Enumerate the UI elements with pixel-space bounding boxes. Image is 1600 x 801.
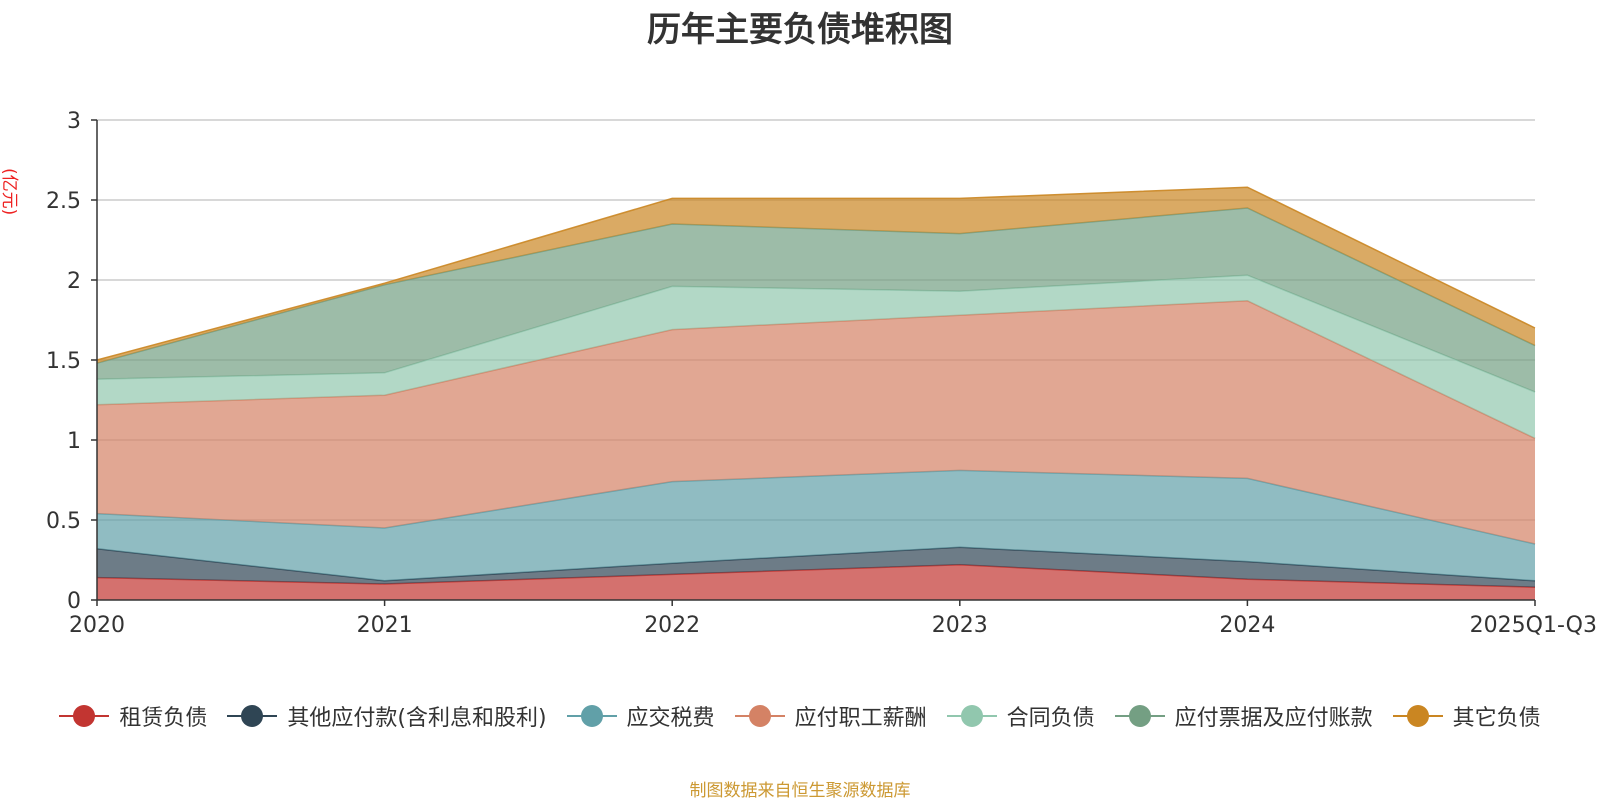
legend-label: 应交税费 [626,706,715,731]
legend-label: 其他应付款(含利息和股利) [287,706,547,731]
legend-marker [59,705,110,727]
legend-item-2[interactable]: 其他应付款(含利息和股利) [227,700,547,732]
y-tick-label: 0.5 [46,509,81,534]
area-series-5[interactable] [97,275,1535,439]
y-tick-label: 3 [67,109,81,134]
legend-item-7[interactable]: 其它负债 [1392,700,1541,732]
area-series-6[interactable] [97,208,1535,392]
legend-marker [734,705,785,727]
legend-item-3[interactable]: 应交税费 [566,700,715,732]
area-series-1[interactable] [97,564,1535,600]
legend-marker [566,705,617,727]
area-series-7-edge [96,186,1536,361]
y-tick-label: 1 [67,429,81,454]
area-series-7[interactable] [97,187,1535,364]
area-series-layer [96,186,1536,600]
legend-item-4[interactable]: 应付职工薪酬 [734,700,927,732]
legend-item-1[interactable]: 租赁负债 [59,700,207,732]
x-tick-label: 2024 [1219,613,1275,638]
legend-marker [1392,705,1443,727]
x-tick-label: 2021 [357,613,413,638]
x-tick-label: 2025Q1-Q3 [1470,613,1597,638]
legend-marker [946,705,997,727]
area-series-4[interactable] [97,300,1535,544]
y-tick-label: 0 [67,589,81,614]
y-tick-label: 2 [67,269,81,294]
legend-item-5[interactable]: 合同负债 [946,700,1095,732]
chart-plot: 0 0.5 1 1.5 2 2.5 3 2020 2021 2022 2023 2024 2025Q1-… [46,109,1597,638]
legend-label: 租赁负债 [119,706,208,731]
legend-marker [227,705,278,727]
axes: 0 0.5 1 1.5 2 2.5 3 2020 2021 2022 2023 2024 2025Q1-… [46,109,1597,638]
y-tick-label: 2.5 [46,189,81,214]
legend-label: 合同负债 [1006,706,1095,731]
legend-label: 应付职工薪酬 [794,706,927,731]
legend: 租赁负债 其他应付款(含利息和股利) 应交税费 应付职工薪酬 合同负债 应付票据及应付账款… [0,700,1600,732]
y-tick-label: 1.5 [46,349,81,374]
x-tick-label: 2022 [644,613,700,638]
legend-item-6[interactable]: 应付票据及应付账款 [1114,700,1373,732]
area-series-3[interactable] [97,470,1535,581]
legend-marker [1114,705,1165,727]
chart-title: 历年主要负债堆积图 [647,10,953,50]
legend-label: 应付票据及应付账款 [1174,706,1373,731]
legend-label: 其它负债 [1452,706,1541,731]
area-series-2[interactable] [97,547,1535,588]
source-note: 制图数据来自恒生聚源数据库 [689,781,911,801]
x-tick-label: 2023 [932,613,988,638]
x-tick-label: 2020 [69,613,125,638]
